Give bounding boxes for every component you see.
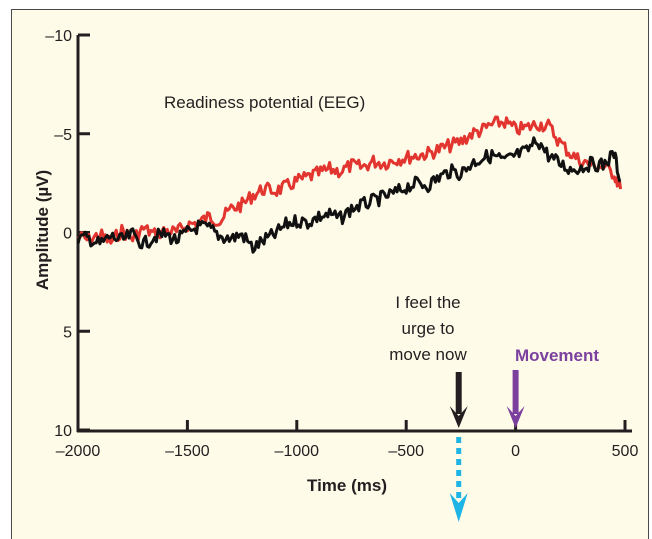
x-ticks: –2000 –1500 –1000 –500 0 500 bbox=[56, 420, 639, 460]
chart-frame bbox=[11, 9, 649, 539]
y-tick-label: 5 bbox=[63, 324, 72, 341]
urge-label-line-2: urge to bbox=[402, 319, 455, 338]
arrow-head bbox=[506, 406, 525, 428]
annotations: I feel the urge to move now Movement bbox=[389, 293, 599, 522]
y-tick-label: –5 bbox=[54, 127, 72, 144]
x-axis-title: Time (ms) bbox=[307, 476, 387, 495]
x-tick-label: 0 bbox=[511, 443, 520, 460]
chart: –10 –5 0 5 10 –2000 –1500 –1000 –500 0 500 Readin… bbox=[33, 28, 638, 522]
y-tick-label: –10 bbox=[45, 28, 72, 45]
y-ticks: –10 –5 0 5 10 bbox=[45, 28, 90, 440]
black-trace bbox=[76, 136, 622, 254]
arrow-head bbox=[449, 406, 468, 428]
x-tick-label: –2000 bbox=[56, 443, 101, 460]
red-trace bbox=[77, 115, 623, 247]
urge-label-line-1: I feel the bbox=[395, 293, 460, 312]
dashed-arrow-head bbox=[449, 493, 468, 522]
chart-title: Readiness potential (EEG) bbox=[164, 93, 365, 112]
y-tick-label: 0 bbox=[63, 226, 72, 243]
movement-label: Movement bbox=[515, 346, 599, 365]
urge-arrow-icon bbox=[449, 372, 468, 428]
y-tick-label: 10 bbox=[54, 423, 72, 440]
x-tick-label: –500 bbox=[388, 443, 424, 460]
x-tick-label: 500 bbox=[612, 443, 639, 460]
series-layer bbox=[76, 115, 623, 254]
movement-arrow-icon bbox=[506, 370, 525, 428]
x-tick-label: –1500 bbox=[165, 443, 210, 460]
y-axis-title: Amplitude (µV) bbox=[33, 170, 52, 290]
axes: –10 –5 0 5 10 –2000 –1500 –1000 –500 0 500 bbox=[45, 28, 638, 460]
x-tick-label: –1000 bbox=[275, 443, 320, 460]
dashed-arrow-icon bbox=[449, 437, 468, 522]
urge-label-line-3: move now bbox=[389, 345, 467, 364]
